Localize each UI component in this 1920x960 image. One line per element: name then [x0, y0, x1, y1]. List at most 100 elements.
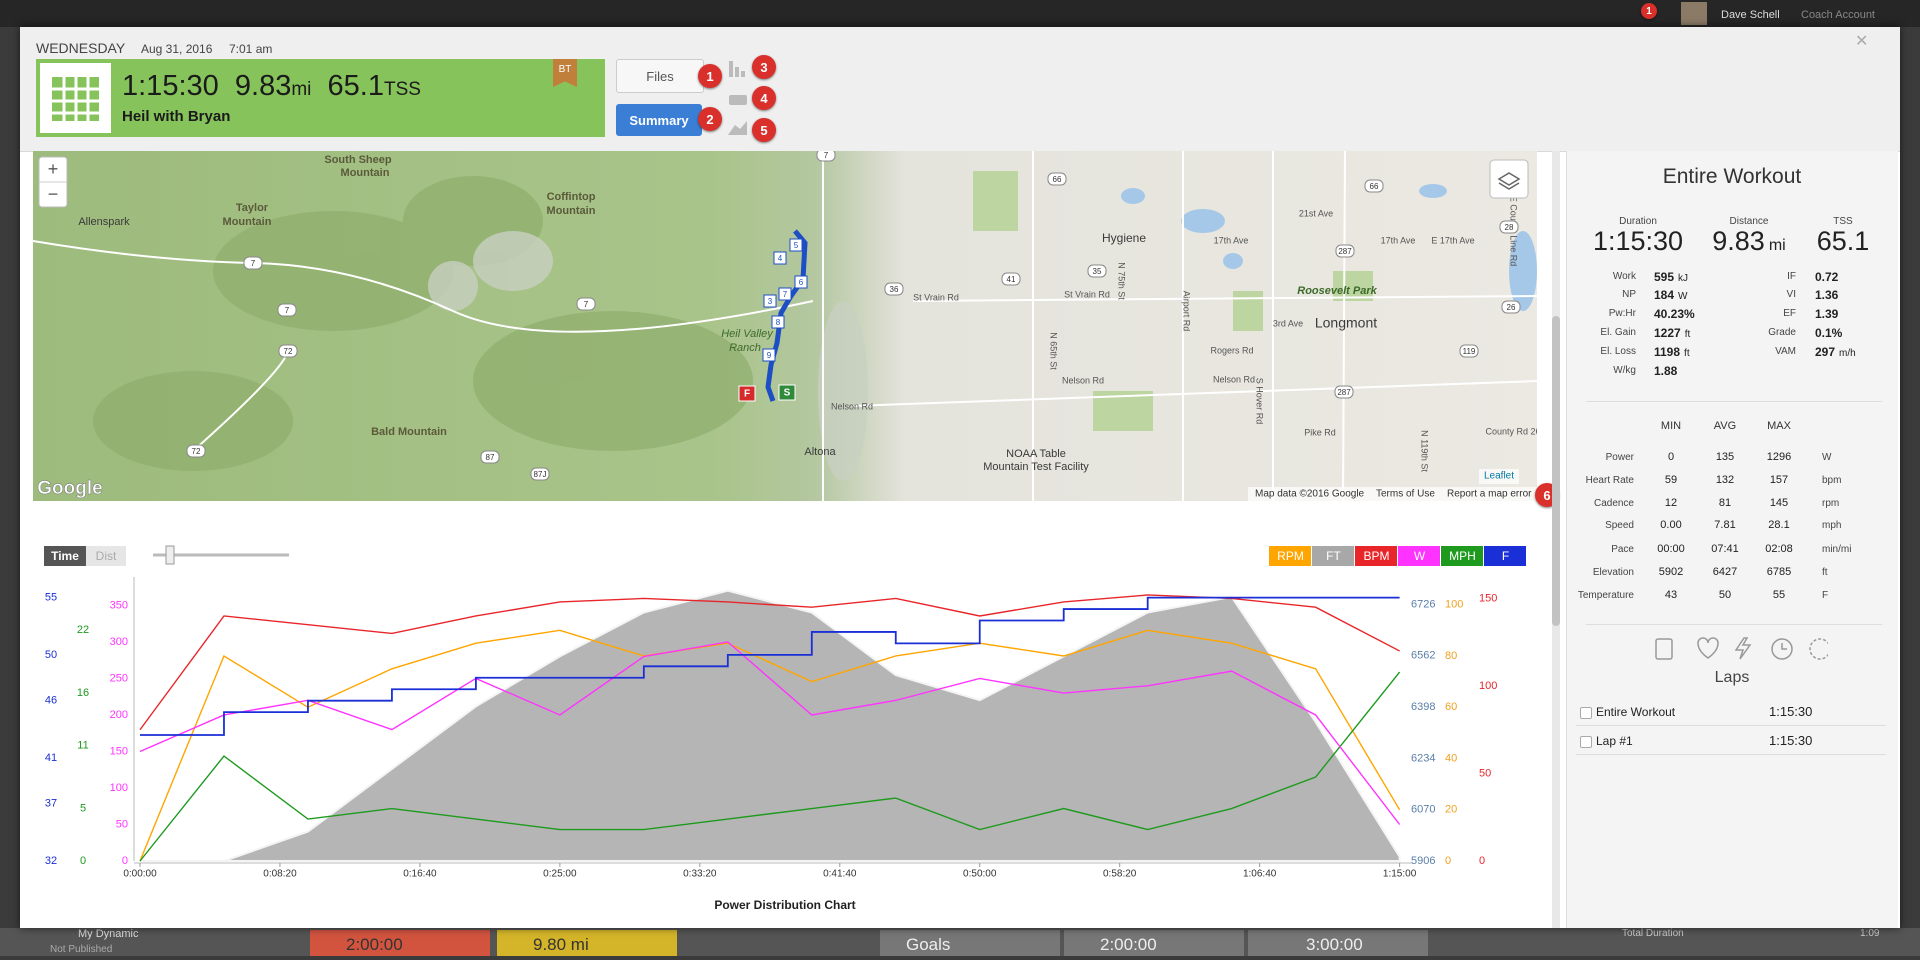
metric-number: 1227 — [1654, 326, 1681, 340]
shield-label: 66 — [1053, 175, 1062, 184]
legend-swatch[interactable] — [1312, 546, 1354, 566]
road-shield — [186, 444, 206, 458]
tss-unit: TSS — [383, 79, 421, 100]
tile[interactable]: 9.80 mi — [497, 930, 677, 956]
panel-title: Entire Workout — [1662, 165, 1802, 188]
workout-card: 1:15:30 9.83mi 65.1TSS Heil with Bryan B… — [36, 59, 605, 137]
legend-label: FT — [1326, 549, 1341, 563]
lap-name[interactable]: Lap #1 — [1596, 734, 1633, 748]
lap-time: 1:15:30 — [1769, 733, 1813, 748]
road-shield — [884, 282, 904, 296]
metric-label: El. Gain — [1600, 327, 1636, 338]
row-label: Heart Rate — [1585, 475, 1634, 486]
finish-label: F — [744, 389, 750, 400]
shield-label: 287 — [1337, 388, 1351, 397]
metric-value: 184 W — [1654, 288, 1687, 302]
notification-badge[interactable]: 1 — [1641, 3, 1657, 19]
shield-label: 26 — [1507, 303, 1516, 312]
route-marker-label: 9 — [767, 351, 772, 360]
map-label: Mountain — [341, 167, 390, 179]
row-label: Cadence — [1593, 498, 1634, 509]
tile[interactable]: 2:00:00 — [310, 930, 490, 956]
map-label: 21st Ave — [1299, 208, 1333, 218]
badge[interactable]: BT — [553, 59, 577, 87]
zoom-out[interactable]: − — [48, 184, 59, 204]
road-shield — [1364, 179, 1384, 193]
map-label: Ranch — [729, 342, 761, 354]
metric-number: 1.88 — [1654, 364, 1678, 378]
metric-unit: ft — [1684, 348, 1690, 359]
slider-handle[interactable] — [165, 545, 175, 565]
map-label: S Hover Rd — [1255, 378, 1265, 425]
lap-name[interactable]: Entire Workout — [1596, 705, 1676, 719]
y-tick-label: 60 — [1445, 701, 1457, 713]
scrollbar[interactable] — [1552, 151, 1560, 928]
finish-flag — [738, 385, 756, 402]
shield-label: 287 — [1338, 247, 1352, 256]
attribution: Map data ©2016 Google — [1255, 489, 1365, 500]
y-tick-label: 0 — [1479, 855, 1485, 867]
scroll-thumb[interactable] — [1552, 316, 1560, 626]
metric-value: 1198 ft — [1654, 345, 1690, 359]
row-value: 81 — [1718, 497, 1732, 509]
y-tick-label: 350 — [110, 599, 128, 611]
map-label: Allenspark — [78, 216, 130, 228]
files-button[interactable]: Files — [616, 59, 704, 93]
y-tick-label: 0 — [80, 855, 86, 867]
calendar-strip: My Dynamic Not Published 2:00:00 9.80 mi… — [0, 928, 1920, 956]
map-label: Roosevelt Park — [1297, 285, 1377, 297]
route-marker-label: 4 — [778, 254, 783, 263]
metric-unit: m/h — [1839, 348, 1856, 359]
time-toggle[interactable] — [44, 546, 86, 566]
map: South Sheep Mountain Taylor Mountain All… — [33, 151, 1537, 501]
shield-label: 28 — [1505, 223, 1514, 232]
duration: 1:15:30 — [122, 70, 219, 102]
icons[interactable] — [1648, 635, 1831, 661]
legend-swatch[interactable] — [1441, 546, 1483, 566]
workout-title[interactable]: Heil with Bryan — [122, 108, 231, 125]
legend-label: MPH — [1449, 549, 1476, 563]
google-logo: Google — [37, 478, 102, 499]
callout: 1 — [698, 64, 722, 88]
headline-label: Distance — [1729, 216, 1769, 227]
headline-number: 1:15:30 — [1592, 226, 1684, 256]
roads — [33, 151, 1537, 501]
metric-label: NP — [1622, 289, 1636, 300]
y-tick-label: 5 — [80, 802, 86, 814]
layers-icon — [1497, 172, 1521, 190]
leaflet-link[interactable]: Leaflet — [1484, 471, 1514, 482]
summary-button[interactable]: Summary — [616, 104, 702, 136]
tile[interactable]: 3:00:00 — [1248, 930, 1428, 956]
legend-swatch[interactable] — [1484, 546, 1526, 566]
map-label: Mountain — [223, 216, 272, 228]
zoom-in[interactable]: + — [48, 159, 59, 179]
terms-link[interactable]: Terms of Use — [1376, 489, 1435, 500]
headline-label: TSS — [1833, 216, 1853, 227]
divider — [1586, 624, 1882, 625]
legend-swatch[interactable] — [1269, 546, 1311, 566]
lap-checkbox[interactable] — [1580, 736, 1592, 748]
row-value: 6785 — [1766, 566, 1792, 578]
tile[interactable]: 2:00:00 — [1064, 930, 1244, 956]
dist-toggle[interactable] — [86, 546, 126, 566]
avatar[interactable] — [1681, 2, 1707, 25]
x-tick-label: 0:16:40 — [403, 869, 437, 880]
row-value: 43 — [1664, 589, 1678, 601]
layers-button[interactable] — [1489, 159, 1529, 199]
series-line — [139, 671, 1401, 862]
start-flag — [778, 384, 796, 401]
y-tick-label: 250 — [110, 672, 128, 684]
road-shield — [576, 297, 596, 311]
row-label: Temperature — [1577, 590, 1634, 601]
legend-swatch[interactable] — [1398, 546, 1440, 566]
legend-label: W — [1414, 549, 1426, 563]
tile[interactable]: Goals — [880, 930, 1060, 956]
row-value: 28.1 — [1768, 519, 1790, 531]
report-link[interactable]: Report a map error — [1447, 489, 1532, 500]
close-button[interactable]: ✕ — [1855, 33, 1869, 50]
user-name[interactable]: Dave Schell — [1721, 9, 1780, 21]
lap-checkbox[interactable] — [1580, 707, 1592, 719]
metric-value: 0.1% — [1815, 326, 1842, 340]
legend-swatch[interactable] — [1355, 546, 1397, 566]
